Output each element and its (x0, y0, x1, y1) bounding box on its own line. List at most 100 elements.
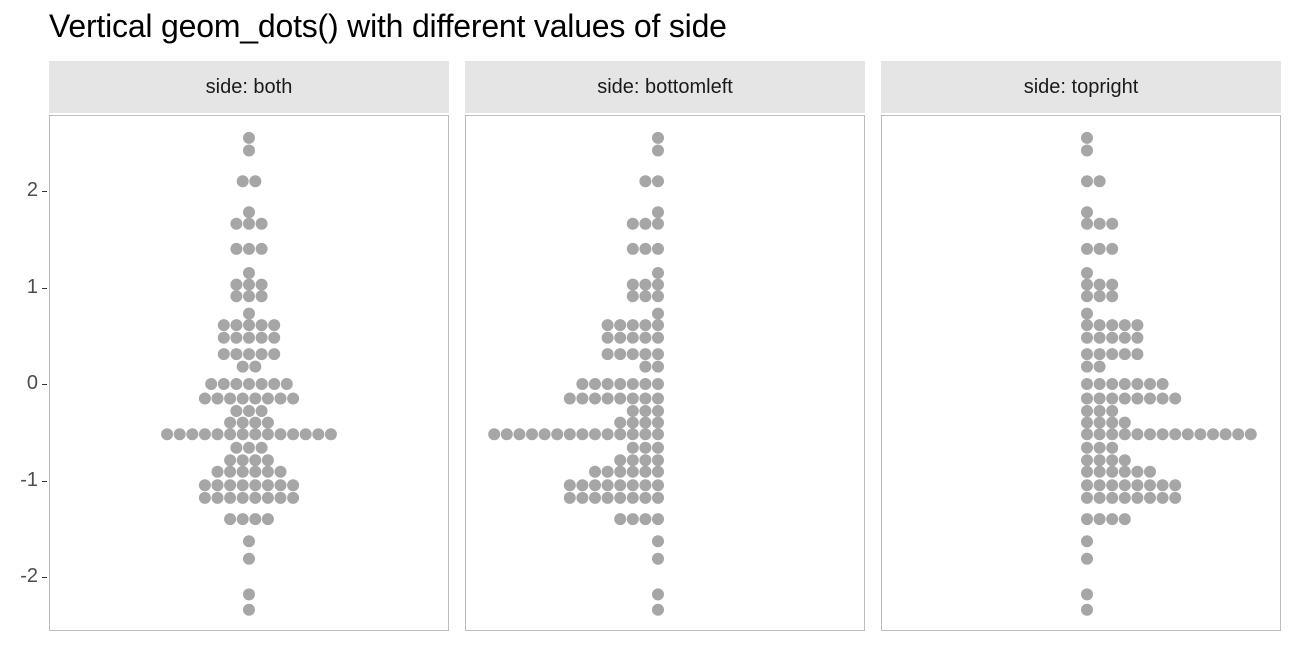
dot-both (211, 491, 224, 504)
dot-topright (1106, 465, 1119, 478)
dot-bottomleft (652, 307, 664, 320)
dot-bottomleft (652, 206, 664, 219)
dot-topright (1144, 428, 1156, 441)
dot-topright (1144, 479, 1156, 492)
dot-bottomleft (563, 491, 576, 504)
dot-bottomleft (626, 319, 639, 332)
dot-topright (1106, 331, 1119, 344)
dot-topright (1093, 491, 1106, 504)
dot-topright (1118, 465, 1131, 478)
dot-both (261, 465, 274, 478)
dot-topright (1118, 513, 1131, 526)
dot-both (217, 348, 230, 361)
dot-topright (1081, 378, 1093, 390)
dot-topright (1093, 319, 1106, 332)
dot-both (243, 331, 255, 344)
dot-topright (1106, 392, 1119, 405)
dot-topright (1081, 175, 1093, 188)
facet-label: side: bottomleft (597, 75, 733, 98)
dot-bottomleft (626, 348, 639, 361)
dot-both (274, 392, 287, 405)
dot-topright (1194, 428, 1207, 441)
dot-both (287, 392, 300, 405)
dot-bottomleft (639, 217, 652, 230)
dot-topright (1093, 348, 1106, 361)
dot-both (249, 175, 262, 188)
dot-bottomleft (601, 392, 614, 405)
dot-bottomleft (652, 465, 664, 478)
dot-bottomleft (626, 405, 639, 417)
dot-bottomleft (538, 428, 551, 441)
dot-bottomleft (589, 479, 601, 492)
dot-both (249, 479, 262, 492)
facet-strip-both: side: both (49, 61, 449, 113)
dot-topright (1081, 144, 1093, 157)
dot-both (255, 217, 268, 230)
dot-topright (1081, 242, 1093, 255)
dot-topright (1106, 416, 1119, 429)
dot-topright (1156, 491, 1169, 504)
dot-bottomleft (639, 513, 652, 526)
dot-topright (1118, 416, 1131, 429)
dot-topright (1081, 552, 1093, 565)
dot-bottomleft (576, 378, 589, 390)
dot-bottomleft (639, 465, 652, 478)
dot-bottomleft (626, 465, 639, 478)
dot-topright (1118, 331, 1131, 344)
dot-bottomleft (652, 378, 664, 390)
dot-bottomleft (614, 479, 627, 492)
dot-topright (1118, 392, 1131, 405)
dot-bottomleft (614, 428, 627, 441)
dot-topright (1106, 378, 1119, 390)
facet-strip-bottomleft: side: bottomleft (465, 61, 865, 113)
dot-both (243, 535, 255, 548)
dot-bottomleft (639, 416, 652, 429)
dot-bottomleft (626, 378, 639, 390)
dot-both (249, 513, 262, 526)
dot-both (268, 331, 281, 344)
dot-bottomleft (652, 319, 664, 332)
dot-bottomleft (526, 428, 538, 441)
dot-bottomleft (614, 392, 627, 405)
dot-bottomleft (626, 290, 639, 303)
dot-both (224, 513, 237, 526)
dot-bottomleft (601, 465, 614, 478)
dot-both (205, 378, 218, 390)
dot-topright (1081, 479, 1093, 492)
dot-topright (1081, 603, 1093, 616)
dot-topright (1156, 479, 1169, 492)
dot-topright (1156, 392, 1169, 405)
dot-topright (1081, 513, 1093, 526)
dot-topright (1106, 348, 1119, 361)
dot-both (224, 392, 237, 405)
dot-topright (1144, 378, 1156, 390)
dot-topright (1169, 428, 1182, 441)
dot-both (224, 454, 237, 467)
dot-both (249, 360, 262, 373)
y-tick-mark (42, 481, 47, 482)
dot-bottomleft (639, 378, 652, 390)
dot-both (249, 491, 262, 504)
dot-bottomleft (626, 479, 639, 492)
dot-bottomleft (589, 428, 601, 441)
dot-both (230, 378, 243, 390)
dot-topright (1106, 513, 1119, 526)
dot-bottomleft (652, 416, 664, 429)
dot-both (211, 465, 224, 478)
dot-topright (1093, 360, 1106, 373)
dot-both (243, 278, 255, 291)
dot-bottomleft (589, 392, 601, 405)
dot-topright (1081, 348, 1093, 361)
dot-both (255, 405, 268, 417)
dot-both (249, 416, 262, 429)
dot-topright (1081, 535, 1093, 548)
dot-topright (1093, 479, 1106, 492)
dot-bottomleft (639, 319, 652, 332)
dot-topright (1106, 242, 1119, 255)
dot-topright (1181, 428, 1194, 441)
dot-bottomleft (563, 392, 576, 405)
dot-both (236, 465, 249, 478)
dot-both (230, 290, 243, 303)
dot-both (243, 131, 255, 144)
y-tick-label: -1 (20, 469, 38, 491)
